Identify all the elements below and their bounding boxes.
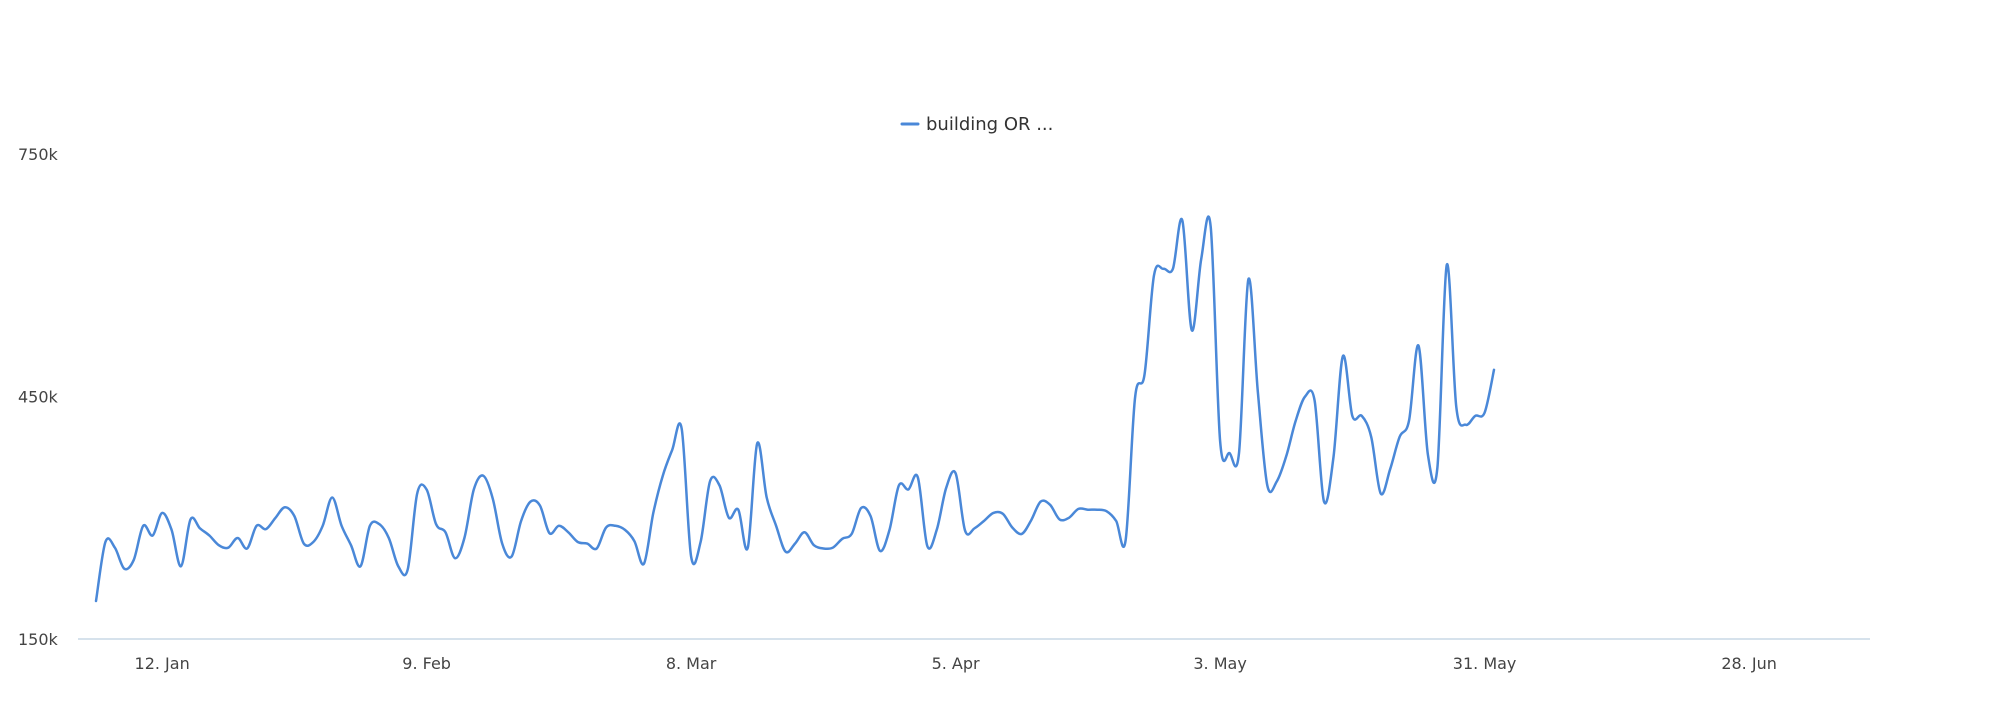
legend-series-label: building OR ... [926, 114, 1053, 135]
y-tick-label: 450k [18, 388, 59, 407]
y-axis-ticks: 150k 450k 750k [18, 145, 59, 649]
x-tick-label: 8. Mar [666, 654, 717, 673]
legend[interactable]: building OR ... [900, 114, 1053, 135]
y-tick-label: 150k [18, 630, 59, 649]
x-tick-label: 28. Jun [1721, 654, 1777, 673]
x-axis-ticks: 12. Jan 9. Feb 8. Mar 5. Apr 3. May 31. May 28… [135, 654, 1777, 673]
x-tick-label: 3. May [1193, 654, 1246, 673]
x-tick-label: 5. Apr [932, 654, 980, 673]
x-tick-label: 12. Jan [135, 654, 190, 673]
series-line[interactable] [94, 215, 1496, 603]
y-tick-label: 750k [18, 145, 59, 164]
x-tick-label: 31. May [1453, 654, 1517, 673]
x-tick-label: 9. Feb [402, 654, 451, 673]
